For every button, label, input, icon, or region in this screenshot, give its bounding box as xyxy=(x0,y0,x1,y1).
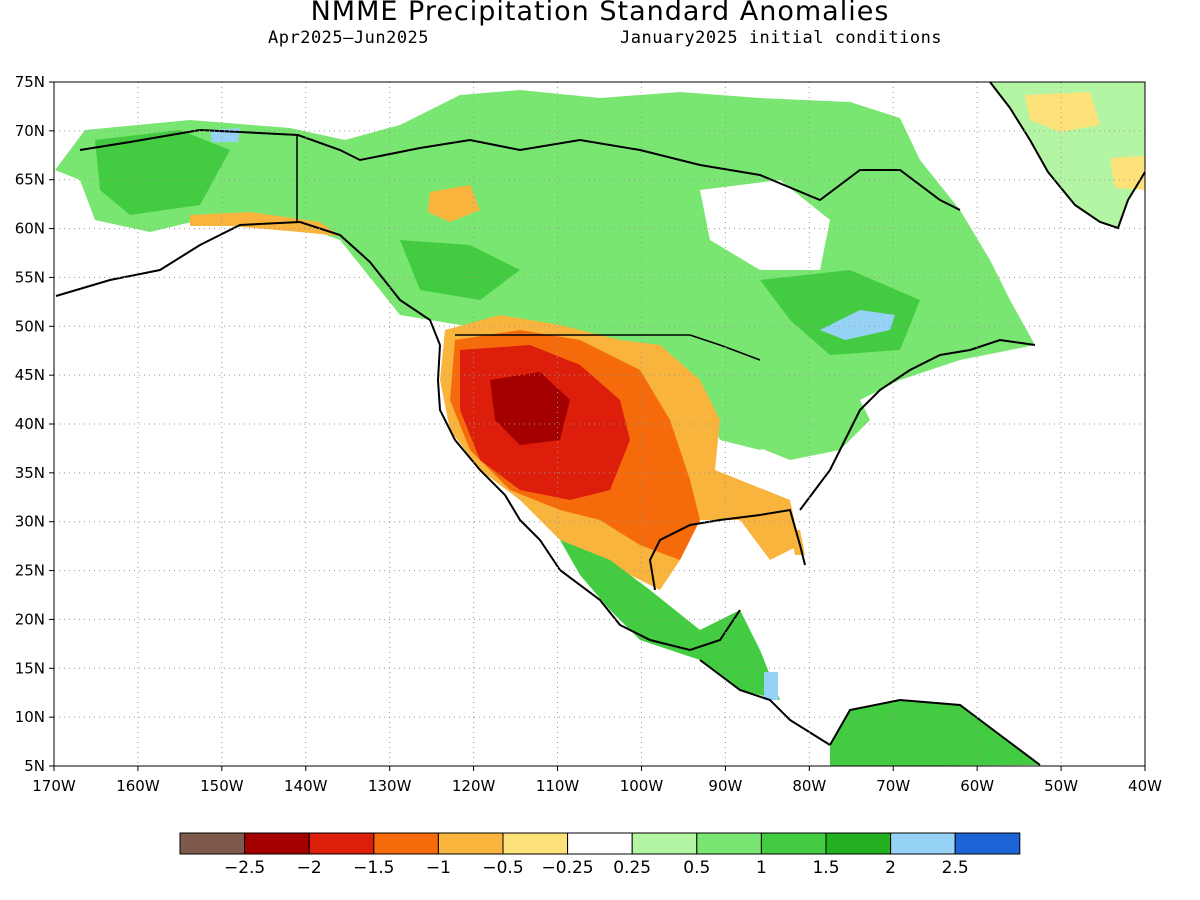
colorbar-swatch xyxy=(631,832,698,855)
four-corners-most-extreme xyxy=(490,372,570,445)
colorbar-tick-label: 0.25 xyxy=(613,858,651,878)
colorbar-swatch xyxy=(954,832,1021,855)
east-coast xyxy=(799,338,1036,511)
canada-dry-patch xyxy=(428,185,480,222)
colorbar-swatch xyxy=(502,832,569,855)
lon-tick-label: 160W xyxy=(116,777,160,795)
colorbar-tick-label: −1 xyxy=(426,858,451,878)
colorbar-swatch xyxy=(825,832,892,855)
central-america-wet-patch xyxy=(764,672,778,700)
great-lakes-wet-patch xyxy=(820,310,895,340)
colorbar-swatch xyxy=(696,832,762,855)
initial-conditions: January2025 initial conditions xyxy=(620,28,943,48)
colorbar-tick-label: 2.5 xyxy=(942,858,969,878)
lat-tick-label: 10N xyxy=(15,708,45,726)
greenland-dry-patch xyxy=(1025,92,1100,132)
lon-tick-label: 90W xyxy=(708,777,742,795)
lat-tick-label: 35N xyxy=(15,464,45,482)
greenland-coast xyxy=(989,82,1145,230)
colorbar-tick-label: 1 xyxy=(756,858,767,878)
west-coast xyxy=(436,344,741,652)
lat-tick-label: 65N xyxy=(15,171,45,189)
us-canada-border xyxy=(455,334,761,361)
lat-tick-label: 45N xyxy=(15,366,45,384)
lat-tick-label: 55N xyxy=(15,268,45,286)
colorbar-tick-label: 2 xyxy=(885,858,896,878)
colorbar-swatch xyxy=(308,832,375,855)
colorbar: −2.5 −2 −1.5 −1 −0.5 −0.25 0.25 0.5 1 1.5 2 2.5 xyxy=(179,832,1021,878)
coastlines xyxy=(55,82,1145,766)
lon-tick-label: 60W xyxy=(960,777,994,795)
graticule xyxy=(54,82,1145,766)
lat-tick-label: 15N xyxy=(15,659,45,677)
lon-tick-label: 150W xyxy=(200,777,244,795)
lat-tick-label: 30N xyxy=(15,513,45,531)
lon-tick-label: 170W xyxy=(32,777,76,795)
colorbar-tick-label: 1.5 xyxy=(812,858,839,878)
lon-tick-label: 100W xyxy=(620,777,664,795)
colorbar-tick-label: 0.5 xyxy=(683,858,710,878)
greenland-dry-patch-2 xyxy=(1110,156,1145,190)
colorbar-swatch xyxy=(890,832,956,855)
greenland-landmass xyxy=(990,82,1145,228)
lat-tick-label: 75N xyxy=(15,73,45,91)
central-america-coast xyxy=(699,659,831,746)
colorbar-tick-label: −2.5 xyxy=(224,858,265,878)
south-america-wet-region xyxy=(830,700,1040,766)
hudson-bay-nodata xyxy=(700,180,830,270)
colorbar-swatch xyxy=(373,832,439,855)
lat-tick-label: 20N xyxy=(15,610,45,628)
lon-tick-label: 120W xyxy=(452,777,496,795)
lon-tick-label: 80W xyxy=(792,777,826,795)
colorbar-tick-label: −2 xyxy=(297,858,322,878)
lat-tick-label: 70N xyxy=(15,122,45,140)
lat-tick-label: 5N xyxy=(24,757,45,775)
latitude-axis: 75N 70N 65N 60N 55N 50N 45N 40N 35N 30N 25N 20N 15N 1… xyxy=(15,73,54,775)
colorbar-swatch xyxy=(179,832,246,855)
colorbar-tick-label: −1.5 xyxy=(353,858,394,878)
colorbar-swatch xyxy=(567,832,633,855)
lon-tick-label: 70W xyxy=(876,777,910,795)
forecast-period: Apr2025—Jun2025 xyxy=(268,28,430,48)
us-east-wet-region xyxy=(735,370,870,460)
colorbar-tick-label: −0.25 xyxy=(542,858,594,878)
lat-tick-label: 60N xyxy=(15,220,45,238)
lon-tick-label: 110W xyxy=(536,777,580,795)
lat-tick-label: 40N xyxy=(15,415,45,433)
south-america-coast xyxy=(829,698,1041,766)
lat-tick-label: 25N xyxy=(15,562,45,580)
longitude-axis: 170W 160W 150W 140W 130W 120W 110W 100W 90W 80W 70… xyxy=(32,766,1162,795)
lat-tick-label: 50N xyxy=(15,317,45,335)
alaska-coast xyxy=(55,128,961,346)
mexico-wet-band xyxy=(560,540,780,700)
lon-tick-label: 130W xyxy=(368,777,412,795)
lon-tick-label: 40W xyxy=(1128,777,1162,795)
map-title: NMME Precipitation Standard Anomalies xyxy=(310,0,890,27)
gulf-coast xyxy=(648,508,806,591)
lon-tick-label: 140W xyxy=(284,777,328,795)
colorbar-swatch xyxy=(760,832,827,855)
lon-tick-label: 50W xyxy=(1044,777,1078,795)
colorbar-swatch xyxy=(244,832,310,855)
colorbar-swatch xyxy=(437,832,504,855)
colorbar-tick-label: −0.5 xyxy=(482,858,523,878)
